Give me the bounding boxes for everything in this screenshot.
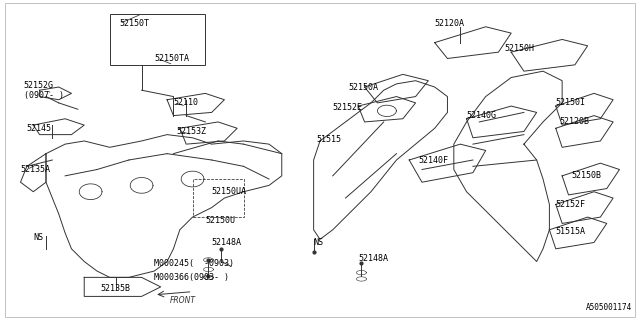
Text: M000245(  -0903): M000245( -0903) — [154, 259, 234, 268]
Text: 52110: 52110 — [173, 99, 198, 108]
Text: 52145: 52145 — [27, 124, 52, 133]
Text: 52150I: 52150I — [556, 99, 586, 108]
Text: 51515: 51515 — [317, 135, 342, 144]
Text: 52120B: 52120B — [559, 117, 589, 126]
Text: 52148A: 52148A — [358, 254, 388, 263]
Text: 52152E: 52152E — [333, 103, 363, 112]
Text: 52150B: 52150B — [572, 172, 602, 180]
Text: 52140G: 52140G — [467, 111, 497, 120]
Text: 51515A: 51515A — [556, 227, 586, 236]
Text: 52153Z: 52153Z — [177, 127, 207, 136]
Text: 52150A: 52150A — [349, 83, 379, 92]
Text: 52150T: 52150T — [119, 19, 149, 28]
Text: 52140F: 52140F — [419, 156, 449, 164]
Text: 52150H: 52150H — [505, 44, 535, 53]
Text: NS: NS — [314, 238, 324, 247]
Text: A505001174: A505001174 — [586, 303, 632, 312]
Text: 52152G
(0907- ): 52152G (0907- ) — [24, 81, 64, 100]
Text: 52135A: 52135A — [20, 165, 51, 174]
Text: 52150U: 52150U — [205, 216, 236, 225]
Text: 52150UA: 52150UA — [212, 187, 246, 196]
Text: 52150TA: 52150TA — [154, 54, 189, 63]
Text: 52152F: 52152F — [556, 200, 586, 209]
Text: 52148A: 52148A — [212, 238, 242, 247]
Text: M000366(0903- ): M000366(0903- ) — [154, 273, 229, 282]
Text: 52120A: 52120A — [435, 19, 465, 28]
Text: NS: NS — [33, 233, 44, 242]
Text: FRONT: FRONT — [170, 296, 196, 305]
Text: 52135B: 52135B — [100, 284, 130, 293]
